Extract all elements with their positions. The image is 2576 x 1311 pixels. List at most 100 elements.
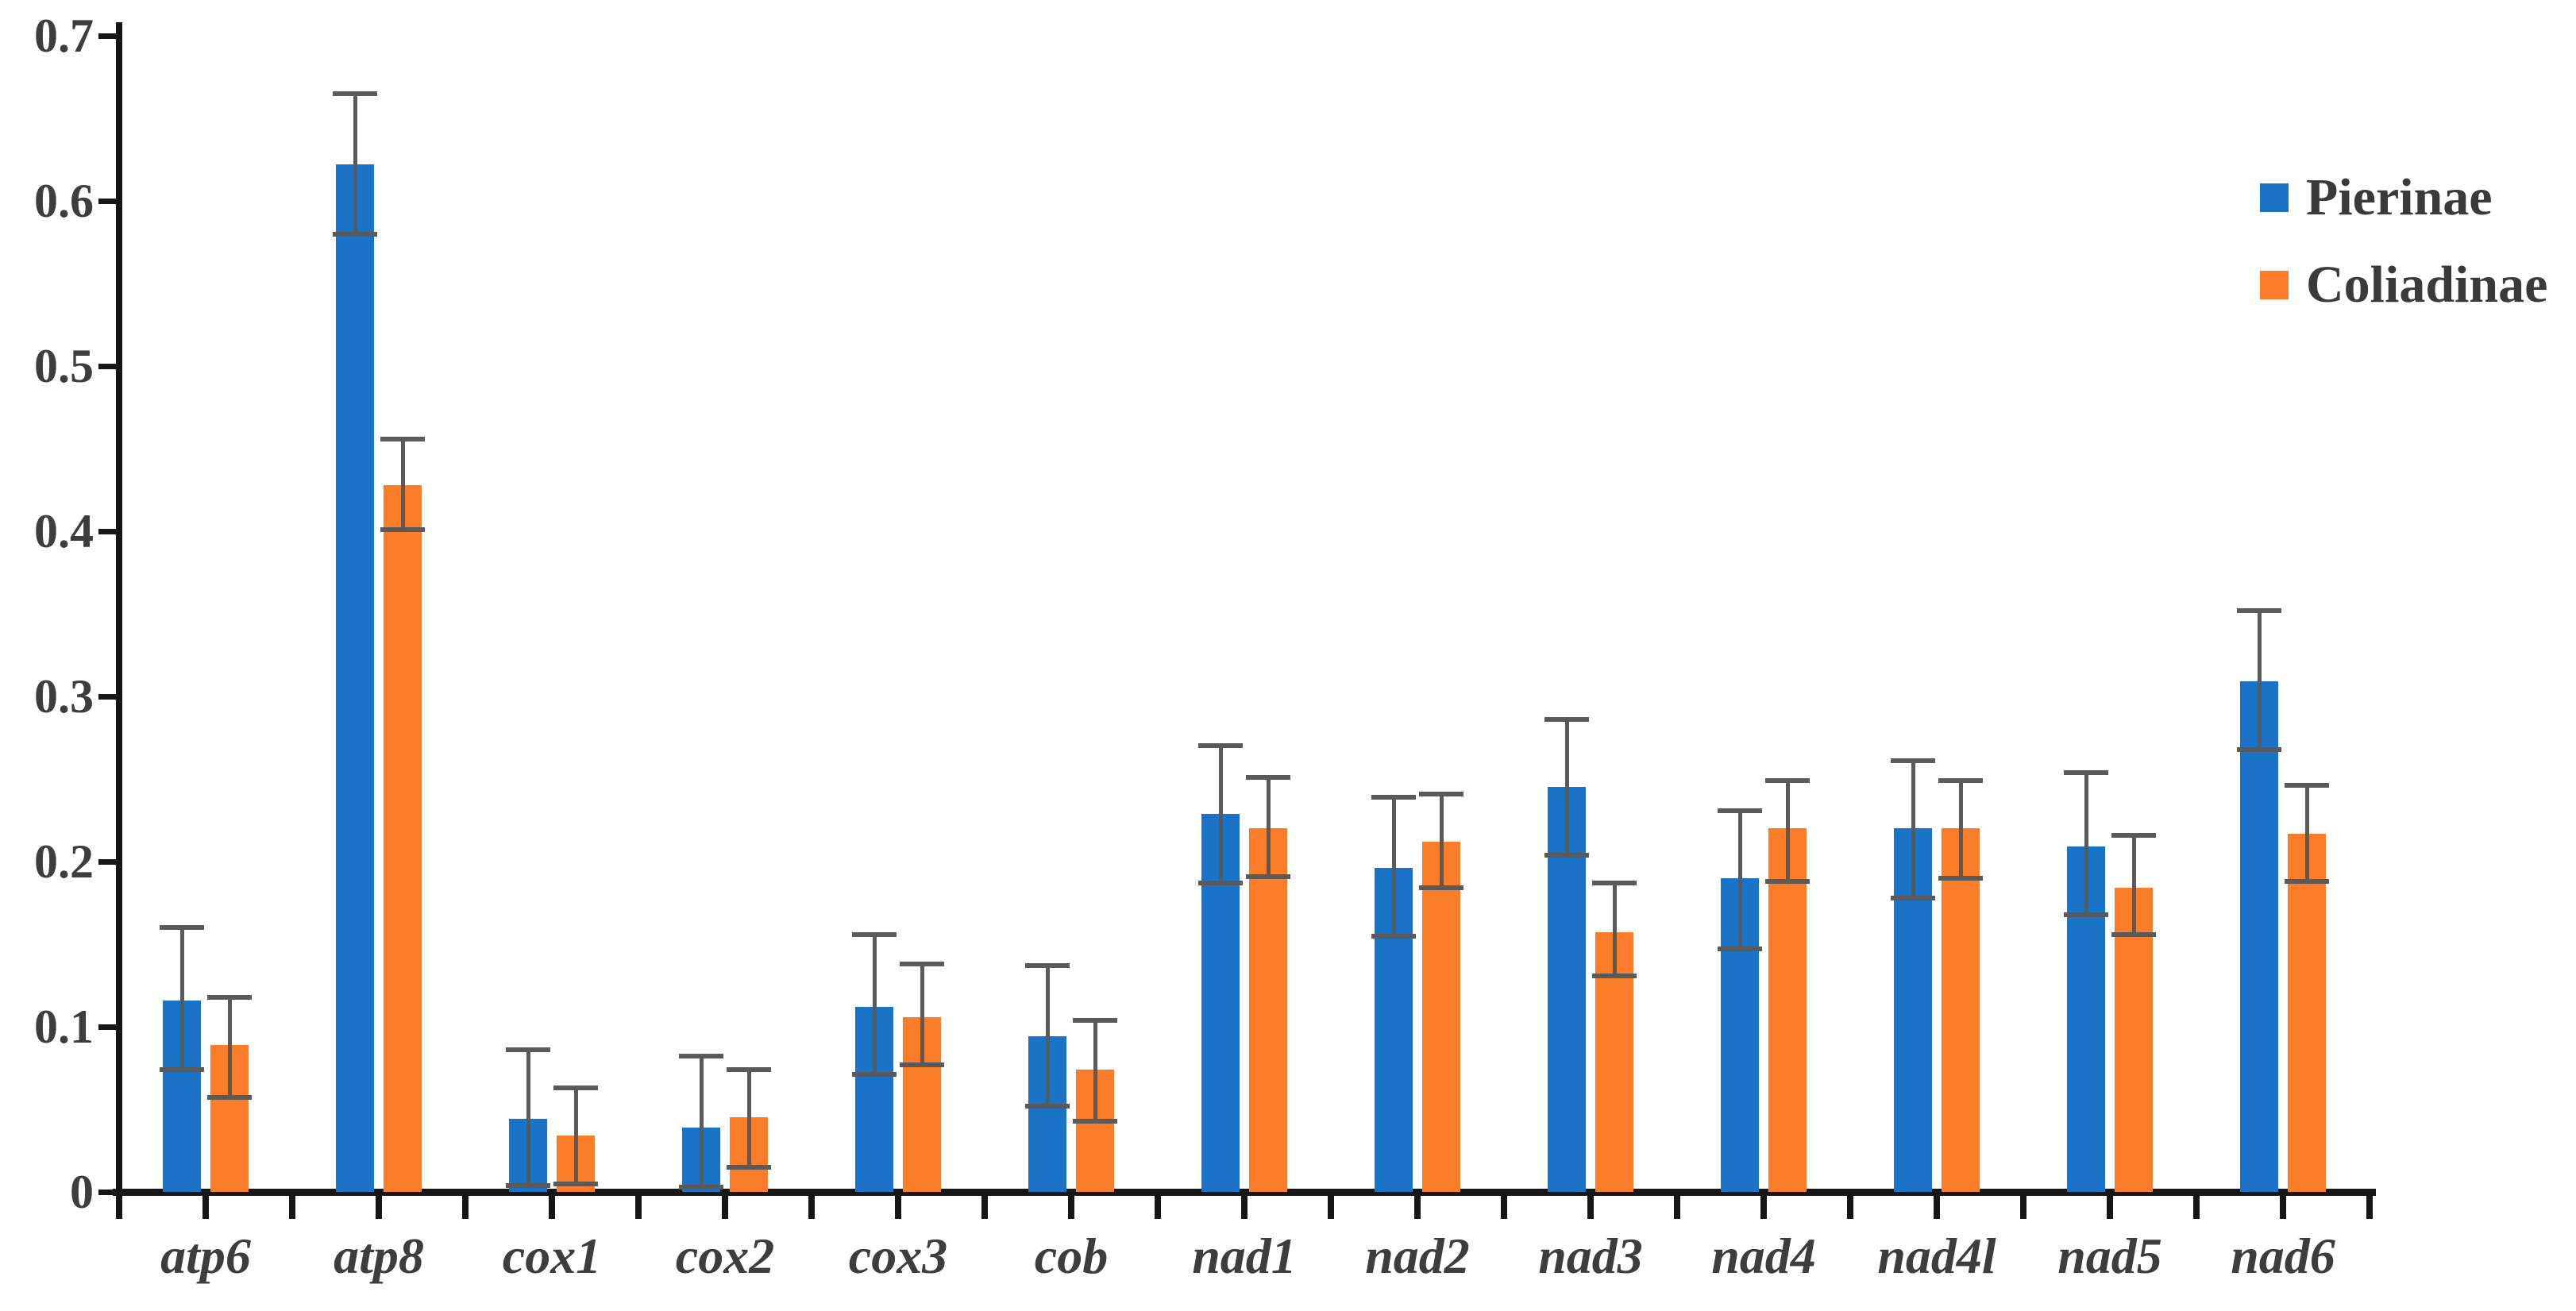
legend-item-coliadinae: Coliadinae: [2260, 254, 2547, 316]
bar-pierinae-nad6: [2240, 681, 2278, 1192]
error-cap-top-coliadinae-nad6: [2285, 783, 2329, 789]
legend-swatch-coliadinae: [2260, 271, 2289, 299]
error-whisker-pierinae-nad6: [2257, 610, 2262, 750]
error-cap-top-coliadinae-nad3: [1592, 881, 1637, 886]
error-cap-bottom-pierinae-cox2: [679, 1184, 723, 1190]
error-cap-bottom-coliadinae-nad3: [1592, 973, 1637, 978]
x-axis-category-label: cox1: [502, 1228, 602, 1284]
error-whisker-coliadinae-nad2: [1439, 793, 1444, 889]
error-cap-top-pierinae-atp6: [160, 925, 204, 931]
error-whisker-coliadinae-nad5: [2131, 835, 2136, 935]
error-cap-bottom-coliadinae-cox2: [727, 1164, 771, 1170]
x-axis-tick: [1155, 1195, 1161, 1219]
y-axis-tick-label: 0.6: [34, 175, 94, 227]
error-cap-bottom-coliadinae-nad2: [1419, 885, 1463, 891]
error-cap-bottom-coliadinae-nad4l: [1938, 875, 1983, 881]
error-cap-bottom-pierinae-cox3: [852, 1072, 897, 1078]
error-whisker-coliadinae-cox2: [746, 1070, 751, 1167]
error-cap-top-pierinae-cox2: [679, 1054, 723, 1059]
error-whisker-pierinae-nad4l: [1911, 761, 1915, 898]
error-cap-bottom-coliadinae-cox1: [553, 1181, 598, 1186]
y-axis-tick: [98, 33, 119, 39]
error-cap-bottom-pierinae-atp8: [333, 231, 377, 237]
x-axis-category-label: cob: [1034, 1228, 1109, 1284]
error-cap-bottom-pierinae-nad4: [1718, 947, 1762, 952]
x-axis-tick: [1241, 1195, 1248, 1219]
x-axis-tick: [635, 1195, 642, 1219]
y-axis-tick-label: 0: [70, 1166, 94, 1218]
error-cap-bottom-coliadinae-cob: [1073, 1118, 1117, 1124]
y-axis-tick-label: 0.5: [34, 340, 94, 392]
error-whisker-pierinae-nad5: [2084, 772, 2088, 915]
error-cap-top-coliadinae-nad1: [1246, 774, 1290, 780]
error-whisker-pierinae-cox3: [872, 934, 877, 1075]
bar-coliadinae-nad5: [2115, 888, 2153, 1192]
error-whisker-coliadinae-atp6: [227, 997, 232, 1098]
x-axis-tick: [289, 1195, 295, 1219]
legend-label-coliadinae: Coliadinae: [2306, 256, 2548, 314]
y-axis-tick-label: 0.1: [34, 1001, 94, 1053]
error-whisker-coliadinae-cox3: [920, 963, 924, 1065]
x-axis-category-label: nad1: [1192, 1228, 1297, 1284]
error-whisker-coliadinae-cob: [1093, 1020, 1097, 1121]
error-whisker-coliadinae-nad1: [1266, 777, 1271, 877]
x-axis-tick: [808, 1195, 815, 1219]
y-axis-tick-label: 0.4: [34, 505, 94, 557]
error-whisker-pierinae-nad3: [1564, 719, 1569, 855]
error-cap-top-pierinae-cox3: [852, 931, 897, 937]
x-axis-category-label: nad4l: [1877, 1228, 1996, 1284]
error-cap-top-coliadinae-atp8: [380, 436, 425, 441]
x-axis-tick: [2280, 1195, 2286, 1219]
error-cap-top-coliadinae-nad4: [1765, 778, 1810, 784]
error-cap-top-coliadinae-cox3: [900, 961, 944, 966]
error-cap-bottom-coliadinae-nad5: [2111, 931, 2156, 937]
error-cap-bottom-pierinae-cob: [1025, 1103, 1070, 1109]
x-axis-tick: [1934, 1195, 1940, 1219]
error-cap-bottom-coliadinae-atp6: [207, 1095, 252, 1101]
error-cap-bottom-coliadinae-nad1: [1246, 873, 1290, 879]
error-cap-top-pierinae-nad3: [1544, 717, 1589, 723]
y-axis-line: [116, 22, 122, 1198]
x-axis-tick: [462, 1195, 469, 1219]
y-axis-tick-label: 0.3: [34, 670, 94, 723]
error-whisker-coliadinae-atp8: [400, 438, 405, 530]
legend-swatch-pierinae: [2260, 183, 2289, 212]
error-cap-top-pierinae-atp8: [333, 91, 377, 96]
x-axis-category-label: nad2: [1365, 1228, 1470, 1284]
error-whisker-pierinae-nad1: [1218, 746, 1223, 884]
y-axis-tick-label: 0.7: [34, 10, 94, 62]
error-cap-bottom-pierinae-nad5: [2064, 912, 2108, 917]
error-cap-bottom-pierinae-cox1: [506, 1182, 550, 1188]
y-axis-tick: [98, 694, 119, 700]
y-axis-tick: [98, 529, 119, 534]
legend-item-pierinae: Pierinae: [2260, 167, 2547, 229]
bar-coliadinae-nad1: [1249, 828, 1287, 1192]
x-axis-category-label: atp8: [334, 1228, 424, 1284]
error-whisker-coliadinae-nad4l: [1958, 781, 1963, 878]
error-whisker-pierinae-cox2: [699, 1056, 704, 1187]
x-axis-tick: [116, 1195, 122, 1219]
error-cap-bottom-pierinae-atp6: [160, 1067, 204, 1073]
error-cap-top-coliadinae-cox1: [553, 1085, 598, 1090]
error-whisker-coliadinae-nad6: [2304, 785, 2309, 881]
error-whisker-pierinae-cox1: [526, 1050, 530, 1186]
error-cap-top-pierinae-cob: [1025, 963, 1070, 969]
legend: Pierinae Coliadinae: [2260, 167, 2547, 341]
y-axis-tick: [98, 1190, 119, 1195]
x-axis-tick: [722, 1195, 728, 1219]
bar-coliadinae-nad4: [1768, 828, 1807, 1192]
error-cap-top-pierinae-nad4: [1718, 808, 1762, 813]
x-axis-tick: [1068, 1195, 1074, 1219]
error-cap-top-pierinae-nad6: [2237, 607, 2281, 613]
bar-coliadinae-atp8: [384, 484, 422, 1192]
x-axis-category-label: cox3: [848, 1228, 948, 1284]
error-whisker-pierinae-nad2: [1391, 796, 1396, 936]
x-axis-tick: [202, 1195, 209, 1219]
x-axis-tick: [981, 1195, 988, 1219]
x-axis-tick: [549, 1195, 555, 1219]
x-axis-tick: [2366, 1195, 2373, 1219]
error-whisker-pierinae-atp6: [179, 927, 184, 1070]
x-axis-tick: [1847, 1195, 1853, 1219]
